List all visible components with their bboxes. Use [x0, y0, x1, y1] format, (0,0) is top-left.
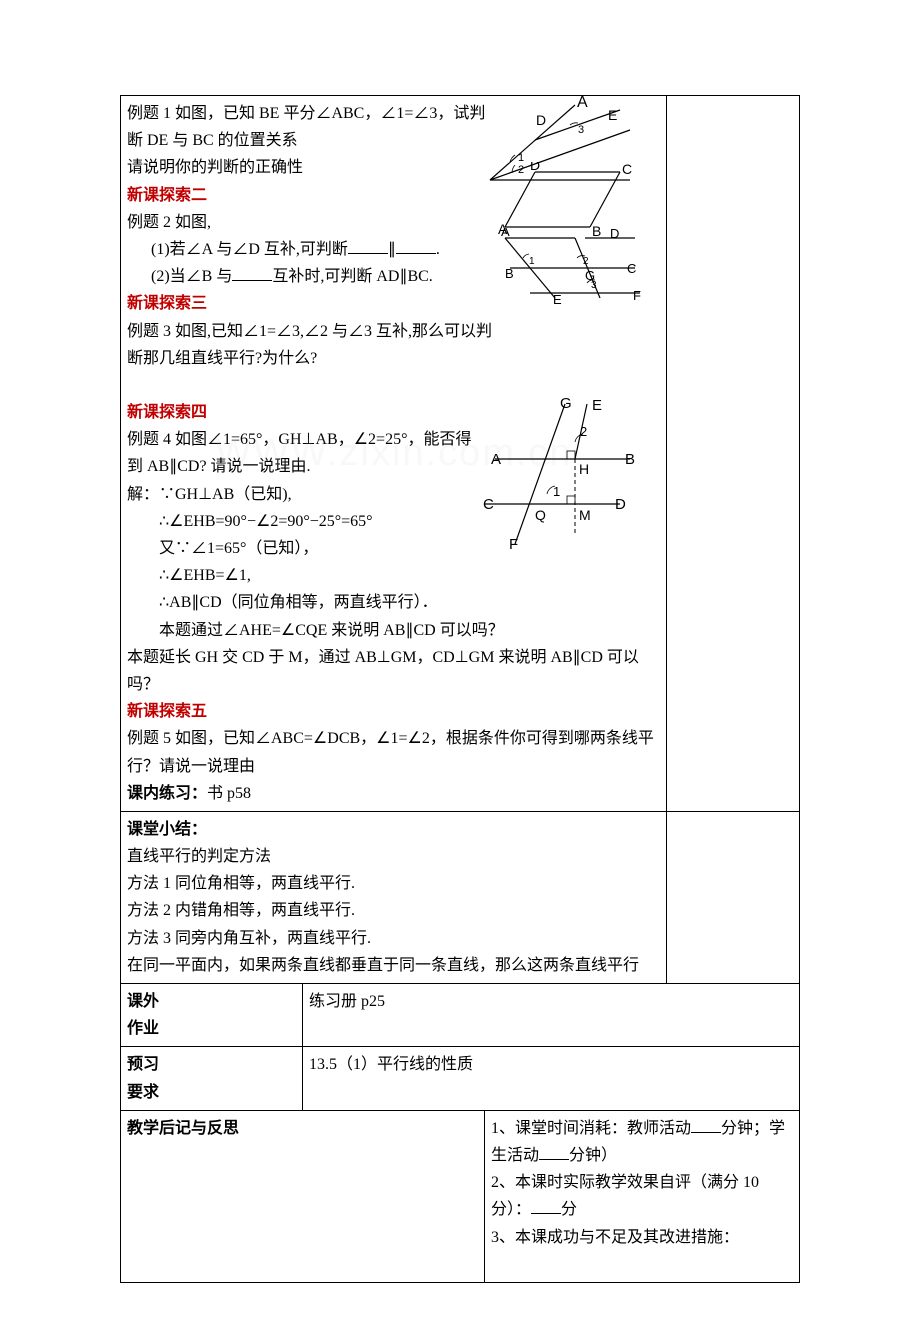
svg-text:M: M [579, 507, 591, 523]
blank-2 [396, 237, 436, 254]
summary-cell: 课堂小结： 直线平行的判定方法 方法 1 同位角相等，两直线平行. 方法 2 内… [121, 811, 667, 983]
ex2-l2b: ∥ [388, 241, 396, 258]
ex2-l2a: (1)若∠A 与∠D 互补,可判断 [151, 241, 348, 258]
reflect-label: 教学后记与反思 [127, 1120, 239, 1137]
svg-text:F: F [509, 536, 518, 553]
sec5-heading: 新课探索五 [127, 703, 207, 720]
blank-1 [348, 237, 388, 254]
svg-text:2: 2 [580, 424, 587, 439]
sol-l6: 本题通过∠AHE=∠CQE 来说明 AB∥CD 可以吗？ [127, 617, 660, 644]
summary-heading: 课堂小结： [127, 821, 207, 838]
svg-text:A: A [501, 228, 510, 239]
hw-label-cell: 课外 作业 [121, 984, 303, 1047]
sec2-heading: 新课探索二 [127, 187, 207, 204]
lesson-table: WWW.zixin.com.cn A D E 3 1 2 例题 1 如图，已知 … [120, 95, 800, 1283]
svg-text:F: F [633, 288, 641, 303]
ex1-line3: 请说明你的判断的正确性 [127, 159, 303, 176]
r2b: 分 [561, 1201, 577, 1218]
svg-text:D: D [530, 162, 540, 173]
svg-text:E: E [592, 397, 602, 414]
ex5-l1: 例题 5 如图，已知∠ABC=∠DCB，∠1=∠2，根据条件你可得到哪两条线平 [127, 730, 654, 747]
figure-3: A D B G C E F 1 2 3 [495, 228, 645, 308]
reflect-r2: 2、本课时实际教学效果自评（满分 10 分）：分 [491, 1174, 759, 1218]
hw-label2: 作业 [127, 1020, 159, 1037]
blank-r1b [539, 1143, 569, 1160]
margin-cell-2 [667, 811, 800, 983]
sec4-heading: 新课探索四 [127, 404, 207, 421]
svg-text:Q: Q [535, 507, 546, 523]
sol-l4: ∴∠EHB=∠1, [127, 562, 660, 589]
summary-l1: 直线平行的判定方法 [127, 848, 271, 865]
svg-text:D: D [615, 496, 626, 513]
ex2-l1: 例题 2 如图, [127, 214, 211, 231]
sol-l5: ∴AB∥CD（同位角相等，两直线平行）． [127, 589, 660, 616]
ex2-l2: (1)若∠A 与∠D 互补,可判断 ∥. [127, 241, 440, 258]
svg-text:B: B [625, 451, 635, 468]
main-content-cell: WWW.zixin.com.cn A D E 3 1 2 例题 1 如图，已知 … [121, 96, 667, 812]
svg-text:E: E [608, 107, 617, 123]
preview-label2: 要求 [127, 1084, 159, 1101]
summary-l5: 在同一平面内，如果两条直线都垂直于同一条直线，那么这两条直线平行 [127, 957, 639, 974]
blank-r2 [531, 1197, 561, 1214]
ex5-l2: 行？请说一说理由 [127, 758, 255, 775]
ex2-l3: (2)当∠B 与 互补时,可判断 AD∥BC. [127, 268, 433, 285]
hw-text: 练习册 p25 [309, 993, 385, 1010]
ex4-l1: 例题 4 如图∠1=65°，GH⊥AB，∠2=25°，能否得 [127, 431, 471, 448]
sol-l1: 解：∵GH⊥AB（已知), [127, 486, 292, 503]
preview-text-cell: 13.5（1）平行线的性质 [303, 1047, 800, 1110]
inclass-label: 课内练习： [127, 785, 207, 802]
ex2-l3a: (2)当∠B 与 [151, 268, 232, 285]
svg-text:H: H [579, 461, 589, 477]
svg-text:C: C [627, 261, 636, 276]
summary-l2: 方法 1 同位角相等，两直线平行. [127, 875, 355, 892]
ex4-l2: 到 AB∥CD? 请说一说理由. [127, 458, 311, 475]
ex3-l1: 例题 3 如图,已知∠1=∠3,∠2 与∠3 互补,那么可以判 [127, 323, 492, 340]
svg-text:B: B [505, 266, 514, 281]
summary-l4: 方法 3 同旁内角互补，两直线平行. [127, 930, 371, 947]
svg-text:G: G [560, 395, 572, 412]
svg-text:1: 1 [529, 256, 535, 267]
sec3-heading: 新课探索三 [127, 295, 207, 312]
blank-r1a [691, 1116, 721, 1133]
r1c: 分钟） [569, 1147, 617, 1164]
reflect-content-cell: 1、课堂时间消耗：教师活动分钟；学生活动分钟） 2、本课时实际教学效果自评（满分… [485, 1110, 800, 1282]
margin-cell-1 [667, 96, 800, 812]
svg-text:E: E [553, 292, 562, 307]
reflect-r3: 3、本课成功与不足及其改进措施： [491, 1229, 739, 1246]
figure-2: D C A B [490, 162, 640, 237]
reflect-r1: 1、课堂时间消耗：教师活动分钟；学生活动分钟） [491, 1120, 785, 1164]
ex2-l3b: 互补时,可判断 AD∥BC. [272, 268, 432, 285]
blank-3 [232, 264, 272, 281]
preview-label-cell: 预习 要求 [121, 1047, 303, 1110]
sol-l7: 本题延长 GH 交 CD 于 M，通过 AB⊥GM，CD⊥GM 来说明 AB∥C… [127, 649, 639, 693]
ex3-l2: 断那几组直线平行?为什么? [127, 350, 317, 367]
reflect-label-cell: 教学后记与反思 [121, 1110, 485, 1282]
svg-text:A: A [491, 451, 501, 468]
svg-text:D: D [610, 228, 619, 241]
r1a: 1、课堂时间消耗：教师活动 [491, 1120, 691, 1137]
preview-text: 13.5（1）平行线的性质 [309, 1056, 473, 1073]
inclass-text: 书 p58 [207, 785, 251, 802]
ex1-line2: 断 DE 与 BC 的位置关系 [127, 132, 298, 149]
svg-text:C: C [483, 496, 494, 513]
svg-text:3: 3 [591, 280, 597, 291]
svg-text:3: 3 [578, 124, 584, 136]
hw-text-cell: 练习册 p25 [303, 984, 800, 1047]
svg-text:2: 2 [583, 256, 589, 267]
ex1-line1: 例题 1 如图，已知 BE 平分∠ABC，∠1=∠3，试判 [127, 105, 485, 122]
svg-text:D: D [536, 112, 546, 128]
figure-4: G E A B H C D Q M F 2 1 [475, 394, 645, 554]
svg-text:C: C [622, 162, 632, 177]
ex2-l2c: . [436, 241, 440, 258]
preview-label1: 预习 [127, 1056, 159, 1073]
svg-text:A: A [577, 95, 588, 111]
summary-l3: 方法 2 内错角相等，两直线平行. [127, 902, 355, 919]
hw-label1: 课外 [127, 993, 159, 1010]
